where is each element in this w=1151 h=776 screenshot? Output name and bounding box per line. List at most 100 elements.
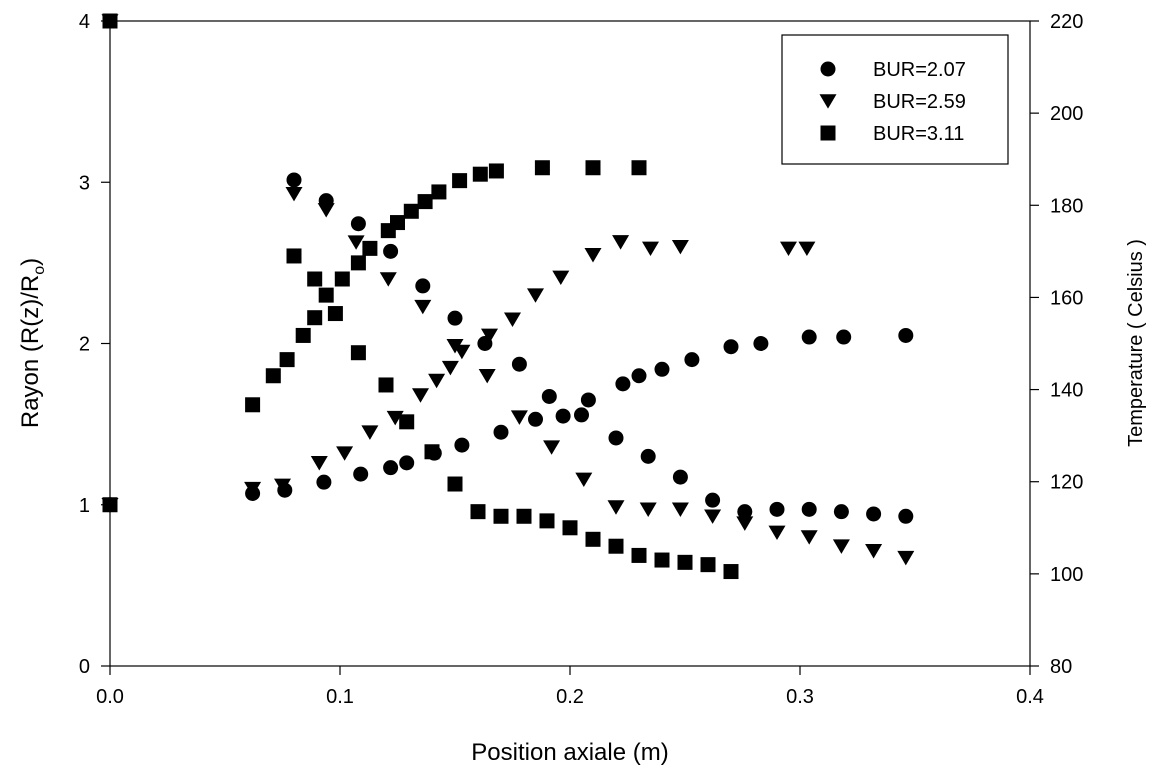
data-point-triangle-down	[832, 539, 850, 554]
data-point-circle	[454, 437, 470, 453]
data-point-circle	[541, 388, 557, 404]
data-point-square	[585, 160, 601, 176]
data-point-square	[654, 552, 670, 568]
series-square-temperature	[102, 13, 739, 580]
data-point-triangle-down	[800, 530, 818, 545]
data-point-triangle-down	[543, 440, 561, 455]
data-point-square	[102, 13, 118, 29]
data-point-square	[562, 520, 578, 536]
data-point-circle	[898, 508, 914, 524]
data-point-square	[452, 173, 468, 189]
data-point-circle	[383, 243, 399, 259]
data-point-square	[723, 564, 739, 580]
y-right-tick-label: 160	[1050, 287, 1083, 309]
data-point-circle	[528, 411, 543, 427]
y-axis-right-title: Temperature ( Celsius )	[1125, 239, 1147, 447]
y-left-tick-label: 1	[79, 495, 90, 517]
data-point-triangle-down	[584, 248, 602, 263]
data-point-triangle-down	[317, 203, 335, 218]
data-point-triangle-down	[347, 235, 365, 250]
x-axis: 0.0 0.1 0.2 0.3 0.4	[96, 666, 1044, 708]
data-point-circle	[753, 336, 769, 351]
y-axis-right: 80 100 120 140 160 180 200 220	[1030, 11, 1083, 678]
y-axis-left-title: Rayon (R(z)/Ro)	[17, 258, 48, 428]
data-point-square	[362, 240, 378, 256]
data-point-triangle-down	[446, 339, 464, 354]
data-point-triangle-down	[414, 299, 432, 315]
data-point-square	[631, 547, 647, 563]
data-point-circle	[353, 466, 369, 482]
data-point-circle	[654, 361, 670, 377]
y-right-tick-label: 200	[1050, 103, 1083, 125]
legend: BUR=2.07 BUR=2.59 BUR=3.11	[781, 34, 1009, 165]
data-point-circle	[511, 356, 527, 372]
data-point-square	[350, 345, 366, 361]
data-point-triangle-down	[428, 373, 446, 389]
legend-label: BUR=2.59	[873, 91, 966, 113]
data-points	[101, 13, 915, 580]
y-axis-left-title-end: )	[17, 258, 44, 266]
data-point-triangle-down	[768, 525, 786, 541]
legend-label: BUR=2.07	[873, 59, 966, 81]
data-point-square	[295, 327, 311, 343]
data-point-square	[307, 310, 323, 326]
data-point-circle	[350, 216, 366, 232]
data-point-square	[399, 414, 415, 430]
data-point-triangle-down	[510, 410, 528, 425]
data-point-circle	[723, 339, 739, 355]
data-point-square	[378, 377, 394, 393]
data-point-triangle-down	[412, 388, 429, 403]
y-right-tick-label: 180	[1050, 195, 1083, 217]
data-point-triangle-down	[285, 186, 303, 202]
data-point-triangle-down	[704, 509, 722, 524]
data-point-circle	[801, 501, 817, 517]
y-left-tick-label: 2	[79, 334, 90, 356]
y-right-tick-label: 100	[1050, 564, 1083, 586]
y-axis-left-title-main: Rayon (R(z)/R	[17, 275, 44, 428]
data-point-triangle-down	[865, 544, 883, 559]
data-point-square	[539, 513, 555, 529]
data-point-circle	[493, 424, 509, 440]
data-point-circle	[316, 474, 332, 490]
y-axis-left-title-subscript: o	[31, 266, 48, 275]
data-point-triangle-down	[504, 312, 521, 327]
data-point-triangle-down	[575, 472, 593, 488]
data-point-circle	[672, 469, 688, 485]
data-point-triangle-down	[441, 360, 459, 376]
legend-label: BUR=3.11	[873, 123, 964, 145]
series-triangle-down-radius	[101, 235, 816, 513]
data-point-triangle-down	[310, 456, 328, 471]
data-point-circle	[574, 407, 589, 423]
data-point-triangle-down	[244, 481, 262, 497]
data-point-circle	[640, 448, 656, 464]
data-point-square	[700, 557, 716, 573]
x-tick-label: 0.2	[556, 686, 584, 708]
y-right-tick-label: 80	[1050, 656, 1072, 678]
data-point-triangle-down	[379, 272, 397, 287]
data-point-triangle-down	[671, 502, 689, 518]
legend-item: BUR=2.07	[820, 59, 966, 81]
data-point-triangle-down	[897, 550, 915, 566]
data-point-circle	[383, 460, 399, 476]
data-point-square	[608, 538, 624, 554]
data-point-square	[534, 160, 550, 176]
data-point-square	[470, 504, 486, 520]
y-right-tick-label: 120	[1050, 472, 1083, 494]
data-point-circle	[555, 408, 571, 424]
data-point-square	[327, 306, 343, 322]
data-point-square	[403, 203, 419, 219]
x-axis-title: Position axiale (m)	[471, 739, 668, 766]
x-tick-label: 0.4	[1016, 686, 1044, 708]
data-point-circle	[836, 329, 852, 345]
data-point-triangle-down	[552, 270, 570, 286]
data-point-triangle-down	[478, 368, 496, 384]
y-right-tick-label: 220	[1050, 11, 1083, 33]
data-point-square	[265, 368, 281, 384]
data-point-square	[516, 508, 532, 524]
data-point-square	[431, 184, 447, 200]
data-point-triangle-down	[642, 241, 659, 257]
data-point-square	[493, 508, 509, 524]
data-point-square	[245, 397, 261, 413]
data-point-triangle-down	[336, 446, 354, 461]
series-square-radius	[102, 160, 647, 513]
